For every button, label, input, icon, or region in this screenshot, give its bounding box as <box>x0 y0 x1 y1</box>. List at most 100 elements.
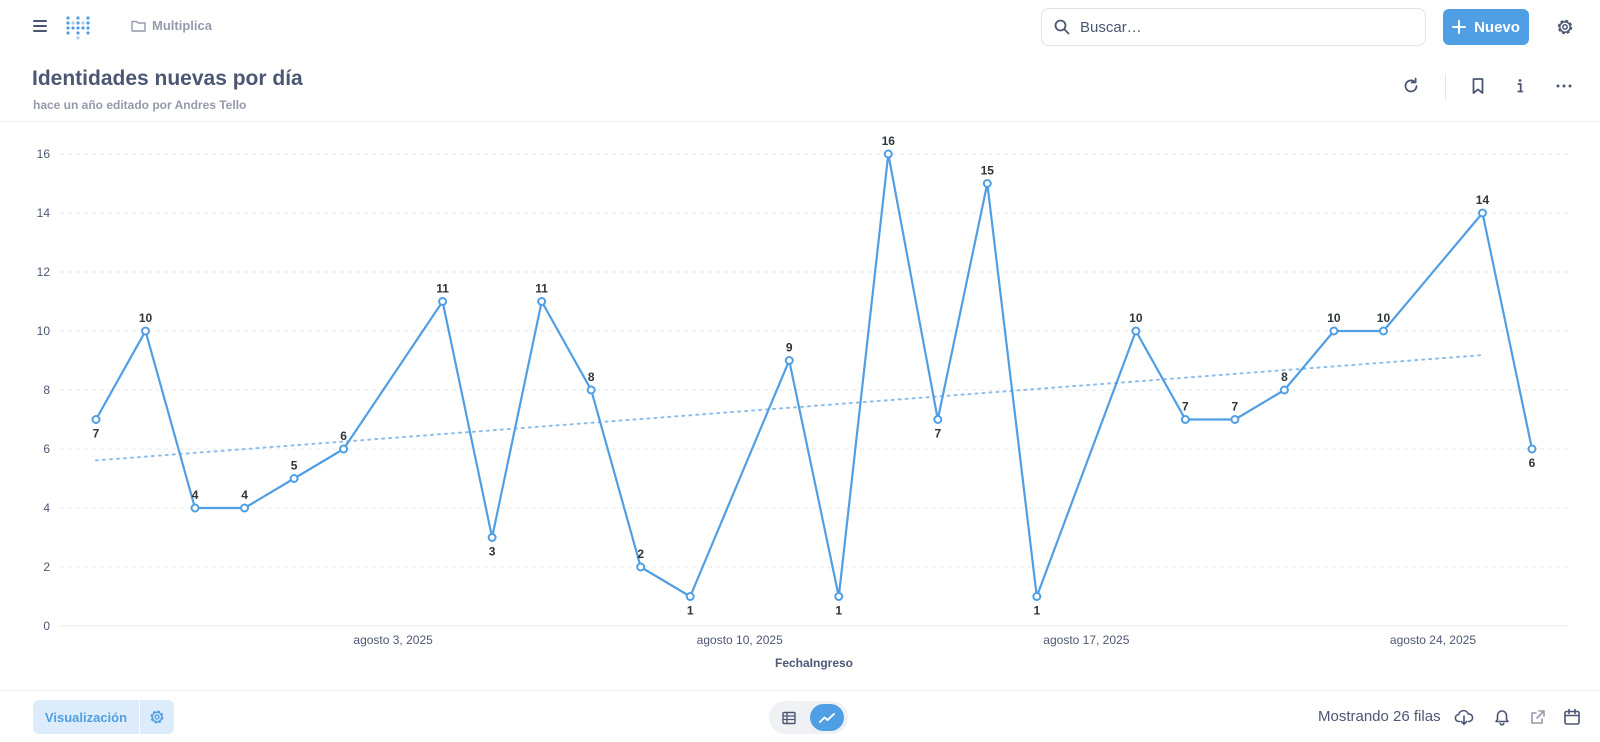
breadcrumb[interactable]: Multiplica <box>131 18 212 33</box>
share-icon[interactable] <box>1528 707 1548 727</box>
metabase-logo-icon[interactable] <box>64 13 92 41</box>
data-label: 11 <box>436 282 449 296</box>
data-point <box>339 444 349 454</box>
series-line <box>95 152 1534 598</box>
menu-icon[interactable] <box>33 20 47 32</box>
plus-icon <box>1452 20 1467 34</box>
table-icon <box>782 711 796 724</box>
new-button-label: Nuevo <box>1474 18 1520 36</box>
chart-view-toggle[interactable] <box>810 704 844 731</box>
calendar-icon[interactable] <box>1562 707 1582 727</box>
data-point <box>190 503 200 513</box>
trend-line <box>95 354 1484 462</box>
folder-icon <box>131 20 146 32</box>
row-count: Mostrando 26 filas <box>1318 708 1441 725</box>
data-point <box>883 149 893 159</box>
data-label: 4 <box>192 488 199 502</box>
bell-icon[interactable] <box>1492 707 1512 727</box>
data-point <box>1230 415 1240 424</box>
search-box[interactable] <box>1041 8 1426 46</box>
data-label: 10 <box>1327 311 1341 325</box>
data-label: 7 <box>934 427 941 441</box>
visualization-button[interactable]: Visualización <box>33 700 139 734</box>
data-point <box>933 415 943 424</box>
bookmark-icon[interactable] <box>1468 76 1488 96</box>
data-label: 7 <box>1182 400 1189 414</box>
table-view-toggle[interactable] <box>772 704 806 731</box>
data-label: 10 <box>139 311 153 325</box>
data-label: 8 <box>588 370 595 384</box>
info-icon[interactable] <box>1510 76 1530 96</box>
data-point <box>1032 592 1042 601</box>
data-point <box>784 356 794 365</box>
data-point <box>1477 208 1487 218</box>
data-point <box>586 385 596 395</box>
footer-separator <box>0 690 1600 691</box>
data-label: 8 <box>1281 370 1288 384</box>
new-button[interactable]: Nuevo <box>1443 9 1529 45</box>
data-label: 10 <box>1377 311 1391 325</box>
data-label: 5 <box>291 459 298 473</box>
x-tick-label: agosto 17, 2025 <box>1043 633 1129 647</box>
refresh-icon[interactable] <box>1401 76 1421 96</box>
y-tick-label: 2 <box>43 560 50 574</box>
data-label: 4 <box>241 488 248 502</box>
data-point <box>141 326 151 336</box>
data-label: 7 <box>1232 400 1239 414</box>
question-title[interactable]: Identidades nuevas por día <box>32 67 303 90</box>
search-icon <box>1054 19 1070 35</box>
data-point <box>1180 415 1190 424</box>
y-tick-label: 14 <box>37 206 51 220</box>
data-point <box>1527 444 1537 454</box>
data-label: 6 <box>1529 456 1536 470</box>
data-point <box>240 503 250 513</box>
top-bar: Multiplica Nuevo <box>0 0 1600 54</box>
breadcrumb-collection[interactable]: Multiplica <box>152 18 212 33</box>
x-axis-title: FechaIngreso <box>775 656 853 670</box>
y-tick-label: 12 <box>37 265 51 279</box>
data-label: 11 <box>535 282 548 296</box>
data-point <box>1131 326 1141 336</box>
more-options-icon[interactable] <box>1554 76 1574 96</box>
data-label: 10 <box>1129 311 1143 325</box>
data-point <box>834 592 844 601</box>
search-input[interactable] <box>1080 18 1400 36</box>
gear-icon[interactable] <box>1555 17 1575 37</box>
x-tick-label: agosto 3, 2025 <box>353 633 433 647</box>
data-label: 1 <box>1033 604 1040 618</box>
data-point <box>1378 326 1388 336</box>
y-tick-label: 10 <box>37 324 51 338</box>
data-point <box>537 297 547 306</box>
y-tick-label: 6 <box>43 442 50 456</box>
data-point <box>636 562 646 572</box>
data-point <box>438 297 448 306</box>
data-label: 3 <box>489 545 496 559</box>
data-point <box>487 533 497 542</box>
x-tick-label: agosto 10, 2025 <box>697 633 783 647</box>
data-point <box>289 474 299 483</box>
data-label: 1 <box>687 604 694 618</box>
data-label: 2 <box>637 547 644 561</box>
data-label: 1 <box>835 604 842 618</box>
line-chart-icon <box>819 712 835 723</box>
header-separator <box>0 121 1600 122</box>
data-label: 7 <box>93 427 100 441</box>
question-subtitle[interactable]: hace un año editado por Andres Tello <box>33 98 247 112</box>
data-label: 14 <box>1476 193 1490 207</box>
data-point <box>685 592 695 601</box>
y-tick-label: 8 <box>43 383 50 397</box>
download-icon[interactable] <box>1454 707 1474 727</box>
data-point <box>1279 385 1289 395</box>
display-toggle <box>769 701 848 734</box>
data-label: 16 <box>882 134 896 148</box>
x-tick-label: agosto 24, 2025 <box>1390 633 1476 647</box>
data-label: 15 <box>981 164 995 178</box>
header-divider <box>1445 74 1446 100</box>
data-label: 6 <box>340 429 347 443</box>
gear-icon <box>150 710 164 724</box>
y-tick-label: 4 <box>43 501 50 515</box>
y-tick-label: 16 <box>37 147 51 161</box>
data-point <box>1329 326 1339 336</box>
viz-settings-button[interactable] <box>140 700 174 734</box>
